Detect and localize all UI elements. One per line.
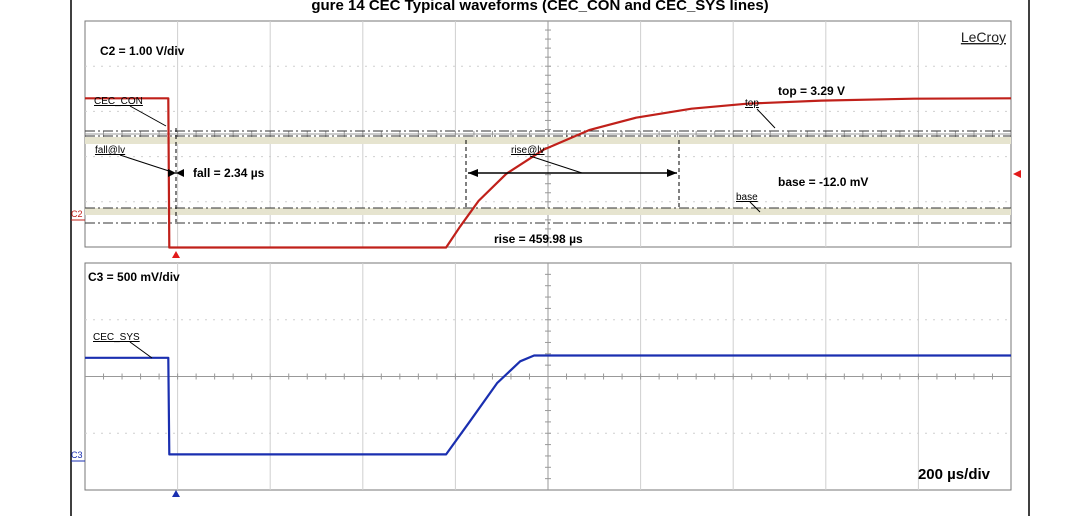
rise-arrow-left <box>468 169 478 177</box>
base-band <box>85 208 1011 215</box>
rise-leader <box>529 155 583 174</box>
bottom-panel: C3 = 500 mV/div CEC_SYS 200 µs/div C3 <box>71 262 1012 497</box>
top-value: top = 3.29 V <box>778 84 845 98</box>
top-scale-label: C2 = 1.00 V/div <box>100 44 185 58</box>
cec-sys-leader <box>129 341 153 359</box>
bottom-scale-label: C3 = 500 mV/div <box>88 270 180 284</box>
base-leader <box>749 201 761 213</box>
c3-trigger-position-icon <box>172 490 180 497</box>
top-leader <box>756 108 776 129</box>
figure-title: gure 14 CEC Typical waveforms (CEC_CON a… <box>311 0 768 14</box>
top-reference-lines <box>85 130 1011 224</box>
lecroy-logo: LeCroy <box>961 29 1006 45</box>
top-marker-label: top <box>745 98 759 109</box>
top-band <box>85 137 1011 144</box>
rise-arrow-right <box>667 169 677 177</box>
cec-sys-trace <box>85 354 1011 456</box>
cec-sys-label: CEC_SYS <box>93 332 140 343</box>
cec-con-trace <box>85 97 1012 249</box>
base-marker-label: base <box>736 192 758 203</box>
trace-line <box>85 97 1012 249</box>
fall-arrow-right <box>176 169 184 177</box>
c2-trigger-position-icon <box>172 251 180 258</box>
cec-con-label: CEC_CON <box>94 96 143 107</box>
fall-leader <box>119 154 173 173</box>
top-panel: C2 = 1.00 V/div LeCroy CEC_CON fall@lv f… <box>71 20 1021 258</box>
rise-value: rise = 459.98 µs <box>494 232 583 246</box>
fall-marker-label: fall@lv <box>95 145 125 156</box>
base-value: base = -12.0 mV <box>778 175 868 189</box>
c3-channel-marker: C3 <box>71 450 83 460</box>
rise-marker-label: rise@lv <box>511 145 545 156</box>
cec-con-leader <box>129 105 167 127</box>
c2-trigger-level-icon <box>1013 170 1021 178</box>
c2-channel-marker: C2 <box>71 209 83 219</box>
bottom-grid <box>85 263 1011 490</box>
fall-value: fall = 2.34 µs <box>193 166 265 180</box>
timebase-label: 200 µs/div <box>918 466 991 483</box>
trace-line <box>85 354 1011 456</box>
